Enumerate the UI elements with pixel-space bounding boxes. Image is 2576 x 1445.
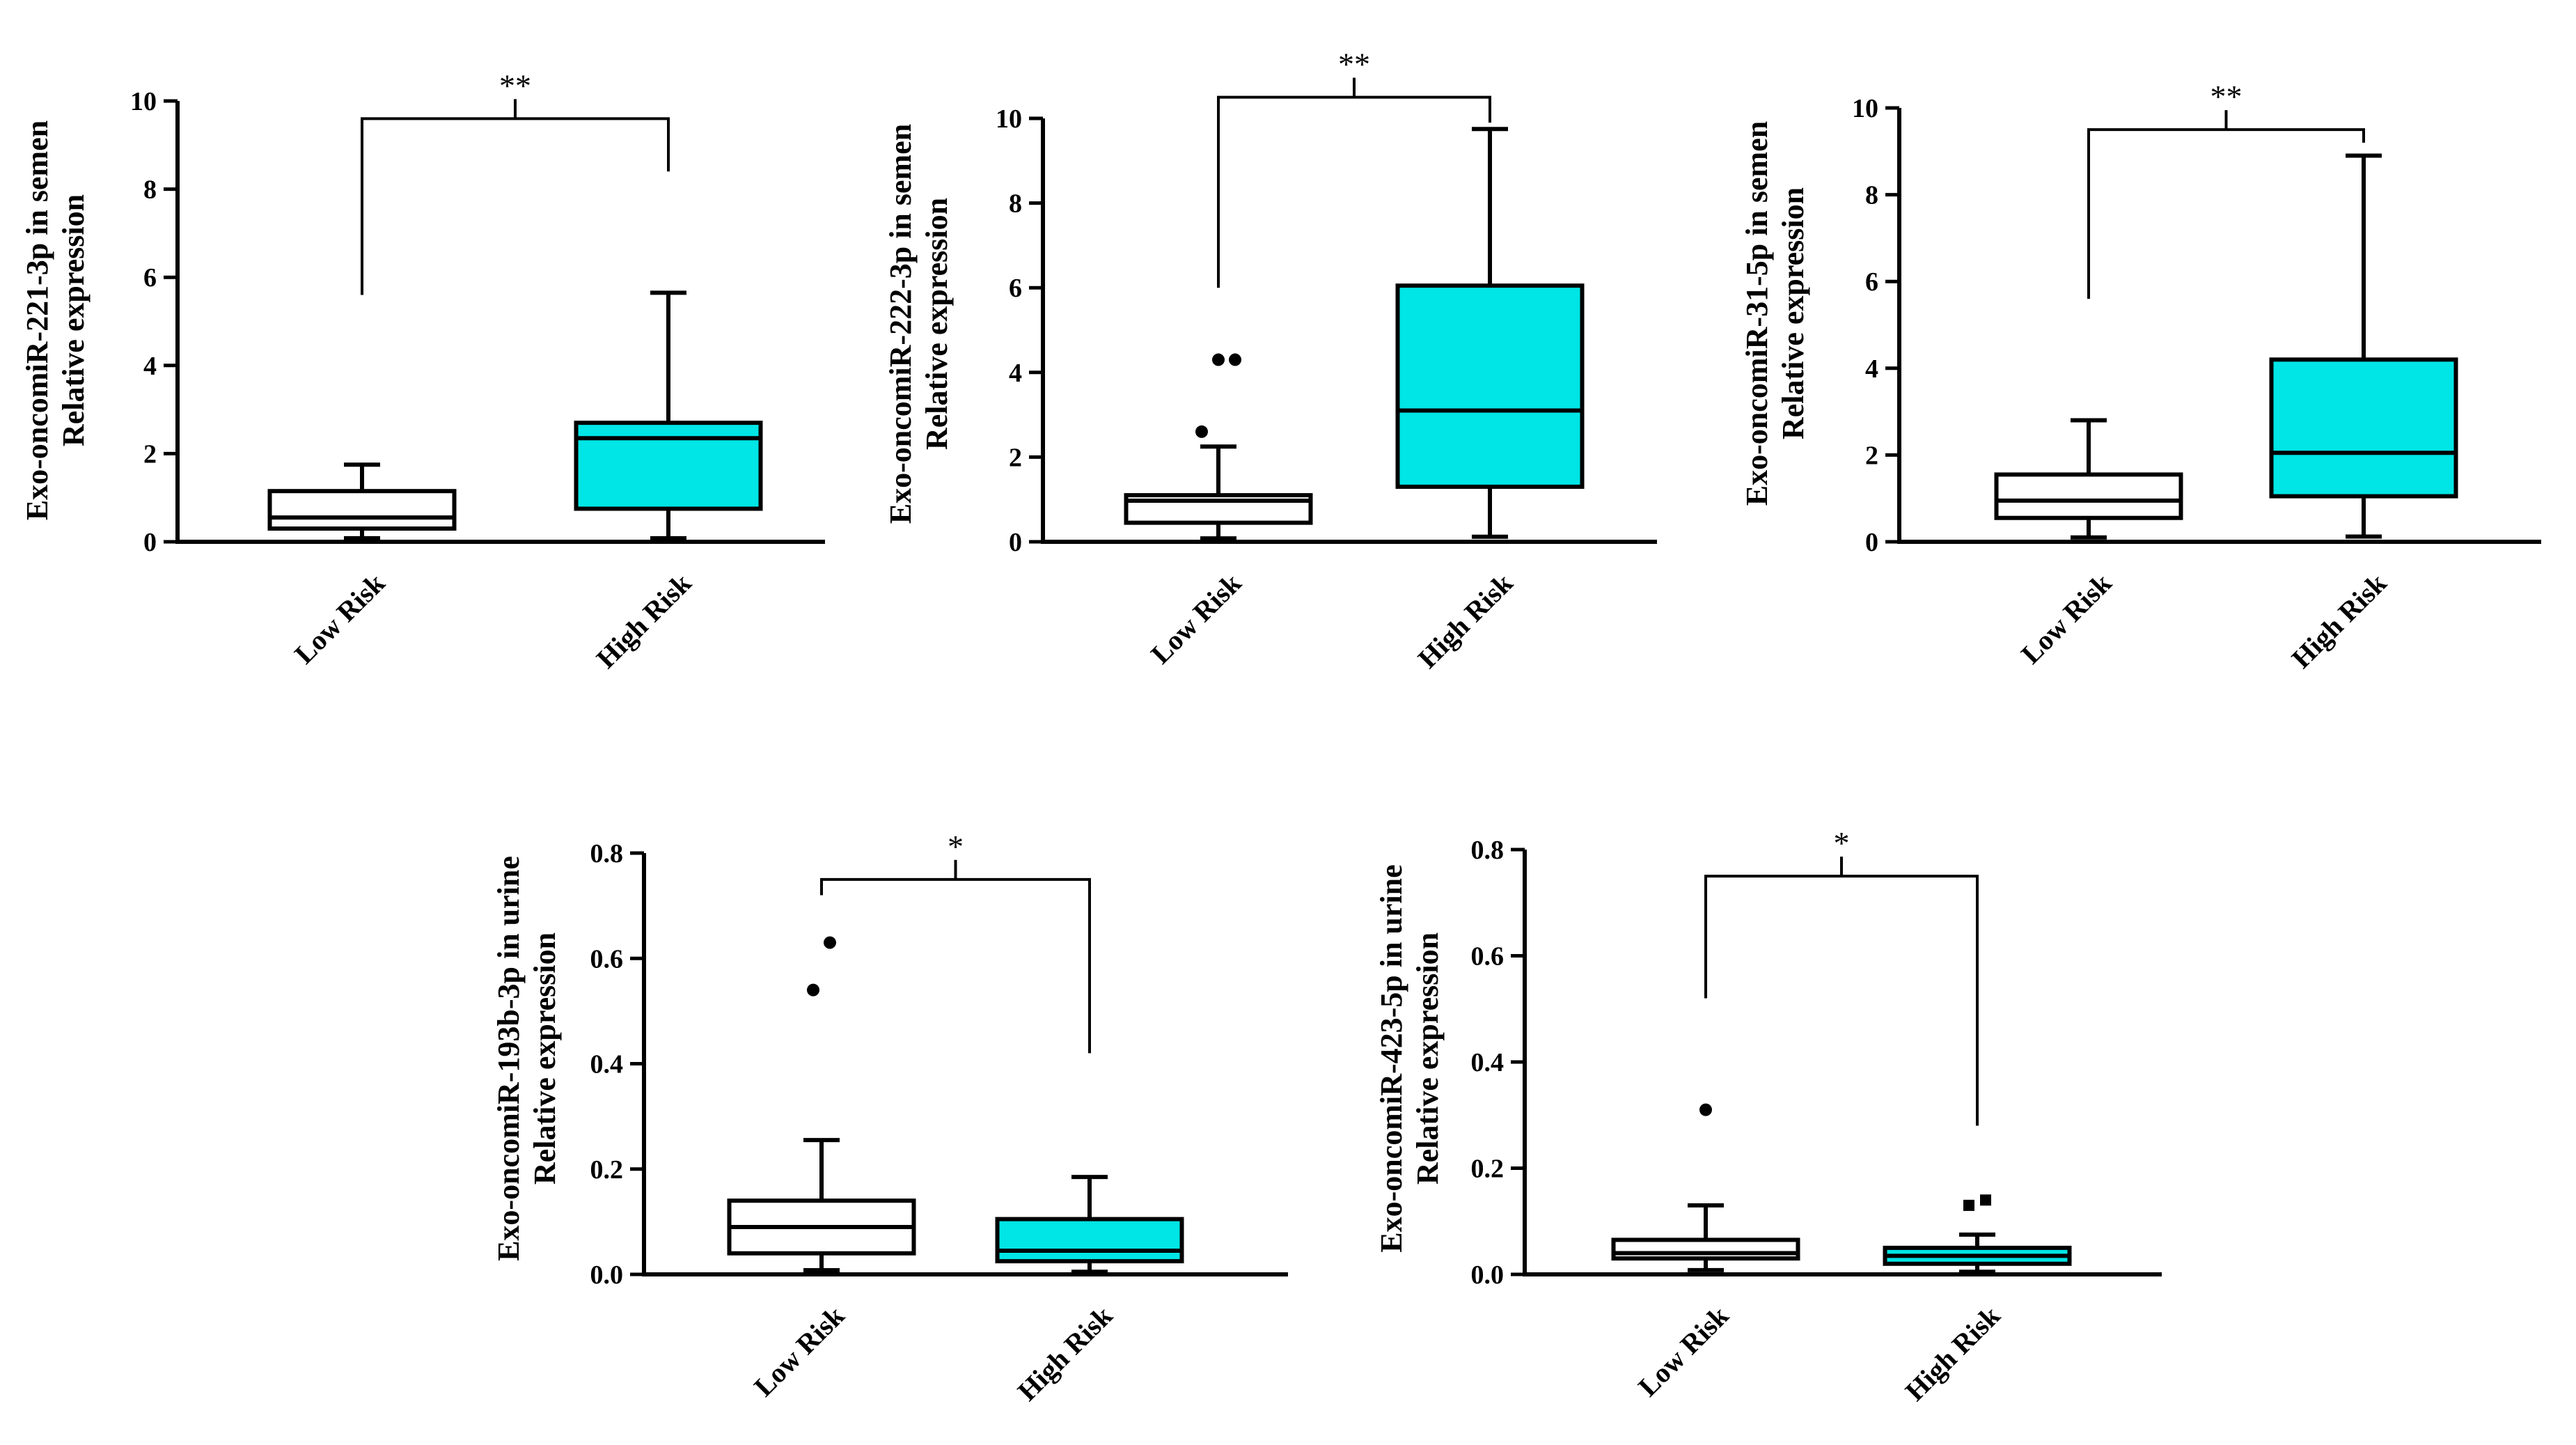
outlier-point xyxy=(1963,1199,1974,1211)
box-iqr xyxy=(574,421,763,511)
y-axis-label: Exo-oncomiR-31-5p in semen xyxy=(1740,121,1774,506)
bracket-line xyxy=(2087,128,2365,299)
significance-label: ** xyxy=(2210,79,2243,114)
bracket-line xyxy=(361,117,670,295)
outlier-point xyxy=(1212,353,1225,366)
y-tick-label: 4 xyxy=(1865,354,1878,384)
outlier-point xyxy=(1195,425,1208,438)
significance-label: * xyxy=(948,829,964,864)
significance-bracket: ** xyxy=(1217,47,1491,288)
y-axis-label: Relative expression xyxy=(1776,187,1810,439)
significance-bracket: ** xyxy=(2087,79,2365,299)
category-label: High Risk xyxy=(1899,1299,2006,1407)
y-axis-label: Relative expression xyxy=(56,194,91,446)
y-tick-label: 0.8 xyxy=(590,839,624,868)
category-label: Low Risk xyxy=(2015,567,2118,670)
y-tick-label: 4 xyxy=(143,352,157,381)
y-tick-label: 0.4 xyxy=(590,1050,624,1079)
box-low-risk xyxy=(727,936,916,1272)
y-tick-label: 2 xyxy=(1009,443,1022,472)
y-tick-label: 0 xyxy=(1865,528,1878,557)
y-tick-label: 6 xyxy=(1865,267,1878,297)
box-iqr xyxy=(1994,472,2183,520)
category-label: High Risk xyxy=(1012,1299,1119,1407)
box-low-risk xyxy=(267,462,457,540)
bracket-line xyxy=(820,877,1091,1054)
significance-bracket: * xyxy=(1704,825,1979,1126)
y-tick-label: 2 xyxy=(143,439,157,469)
category-label: High Risk xyxy=(2286,567,2393,674)
category-label: Low Risk xyxy=(1145,567,1248,670)
chart-panel-3: 0 2 4 6 8 10 Exo-oncomiR-31-5p in semen Relativ… xyxy=(1740,79,2541,674)
y-tick-label: 6 xyxy=(143,263,157,292)
bracket-line xyxy=(1217,95,1491,288)
y-axis-label: Relative expression xyxy=(528,932,562,1185)
box-high-risk xyxy=(1395,127,1585,539)
chart-panel-2: 0 2 4 6 8 10 Exo-oncomiR-222-3p in semen Relati… xyxy=(883,47,1657,674)
y-tick-label: 10 xyxy=(996,104,1022,134)
chart-panel-4: 0.0 0.2 0.4 0.6 0.8 Exo-oncomiR-193b-3p in ur… xyxy=(492,829,1288,1407)
y-tick-label: 10 xyxy=(1852,94,1878,123)
box-low-risk xyxy=(1124,353,1313,541)
box-iqr xyxy=(2269,357,2458,499)
y-tick-label: 0.4 xyxy=(1471,1048,1505,1077)
y-tick-label: 0 xyxy=(1009,528,1022,557)
category-label: Low Risk xyxy=(288,567,391,670)
significance-label: ** xyxy=(1338,47,1370,82)
category-label: Low Risk xyxy=(1632,1299,1735,1403)
significance-label: ** xyxy=(499,68,531,103)
chart-panel-1: 0 2 4 6 8 10 Exo-oncomiR-221-3p in semen Relati… xyxy=(20,68,825,674)
y-tick-label: 0.6 xyxy=(1471,942,1505,971)
box-iqr xyxy=(267,489,457,531)
y-tick-label: 8 xyxy=(1009,189,1022,219)
y-tick-label: 0.2 xyxy=(1471,1155,1505,1184)
outlier-point xyxy=(824,936,836,949)
box-low-risk xyxy=(1611,1103,1800,1272)
y-tick-label: 0.2 xyxy=(590,1155,624,1185)
y-tick-label: 4 xyxy=(1009,359,1022,388)
y-tick-label: 0.8 xyxy=(1471,836,1505,865)
y-tick-label: 8 xyxy=(143,175,157,205)
y-tick-label: 0 xyxy=(143,528,157,557)
category-label: Low Risk xyxy=(748,1299,851,1403)
y-axis-label: Exo-oncomiR-222-3p in semen xyxy=(883,124,918,524)
category-label: High Risk xyxy=(1412,567,1519,674)
outlier-point xyxy=(1699,1103,1712,1116)
y-tick-label: 0.0 xyxy=(1471,1260,1505,1290)
y-axis-label: Relative expression xyxy=(920,198,954,450)
outlier-point xyxy=(1980,1194,1991,1206)
box-iqr xyxy=(1611,1237,1800,1261)
y-axis-label: Exo-oncomiR-423-5p in urine xyxy=(1374,864,1408,1252)
outlier-point xyxy=(807,983,819,997)
box-iqr xyxy=(1395,283,1585,489)
y-tick-label: 6 xyxy=(1009,274,1022,303)
y-tick-label: 0.0 xyxy=(590,1260,624,1290)
bracket-line xyxy=(1704,875,1979,1126)
y-tick-label: 0.6 xyxy=(590,944,624,974)
y-axis-label: Exo-oncomiR-221-3p in semen xyxy=(20,120,54,520)
y-tick-label: 8 xyxy=(1865,181,1878,210)
chart-panel-5: 0.0 0.2 0.4 0.6 0.8 Exo-oncomiR-423-5p in uri… xyxy=(1374,825,2162,1407)
y-tick-label: 10 xyxy=(130,87,157,116)
significance-label: * xyxy=(1834,825,1850,861)
outlier-point xyxy=(1229,353,1241,366)
y-axis-label: Exo-oncomiR-193b-3p in urine xyxy=(492,856,526,1261)
box-high-risk xyxy=(1883,1194,2072,1274)
box-high-risk xyxy=(995,1175,1184,1274)
significance-bracket: ** xyxy=(361,68,670,295)
box-iqr xyxy=(995,1217,1184,1264)
y-axis-label: Relative expression xyxy=(1411,932,1445,1185)
box-low-risk xyxy=(1994,418,2183,540)
y-tick-label: 2 xyxy=(1865,441,1878,470)
box-high-risk xyxy=(574,290,763,540)
significance-bracket: * xyxy=(820,829,1091,1054)
category-label: High Risk xyxy=(590,567,698,674)
box-high-risk xyxy=(2269,153,2458,539)
